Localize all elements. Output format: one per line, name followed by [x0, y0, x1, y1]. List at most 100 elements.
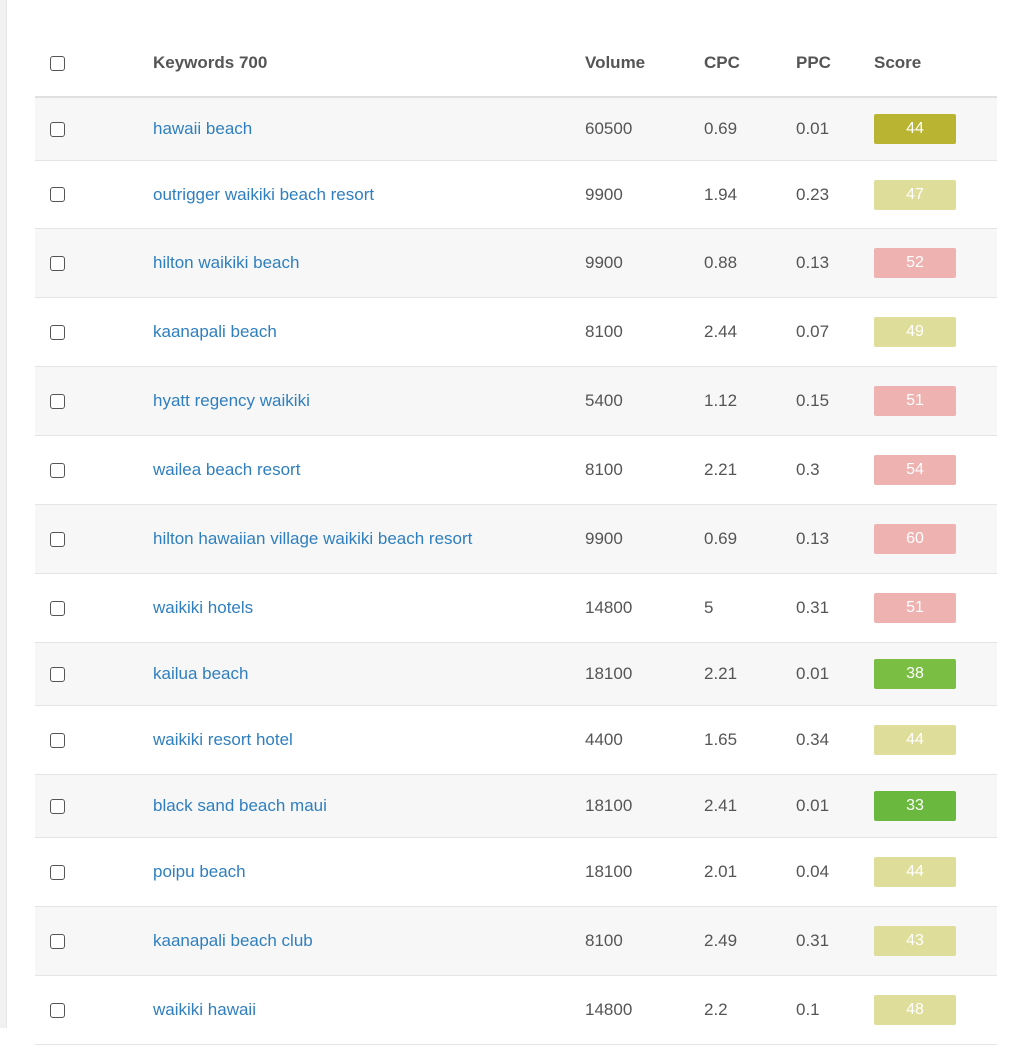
keyword-link[interactable]: poipu beach: [153, 862, 246, 881]
row-checkbox-cell: [50, 976, 65, 1044]
keyword-link[interactable]: hilton waikiki beach: [153, 253, 300, 272]
table-row[interactable]: waikiki hotels 14800 5 0.31 51: [35, 574, 997, 643]
keyword-link[interactable]: hyatt regency waikiki: [153, 391, 310, 410]
row-checkbox[interactable]: [50, 864, 65, 880]
score-badge: 44: [874, 857, 956, 887]
cpc-value: 0.69: [704, 529, 738, 548]
table-row[interactable]: waikiki hawaii 14800 2.2 0.1 48: [35, 976, 997, 1045]
table-row[interactable]: outrigger waikiki beach resort 9900 1.94 0.…: [35, 161, 997, 229]
score-badge: 51: [874, 386, 956, 416]
table-row[interactable]: kaanapali beach club 8100 2.49 0.31 43: [35, 907, 997, 976]
table-row[interactable]: hawaii beach 60500 0.69 0.01 44: [35, 98, 997, 161]
volume-value: 18100: [585, 796, 633, 815]
header-checkbox-cell: [50, 30, 65, 96]
page-left-edge: [0, 0, 7, 1028]
score-badge: 60: [874, 524, 956, 554]
row-checkbox[interactable]: [50, 324, 65, 340]
score-badge: 43: [874, 926, 956, 956]
row-checkbox[interactable]: [50, 531, 65, 547]
score-badge: 52: [874, 248, 956, 278]
ppc-value: 0.34: [796, 730, 830, 749]
cpc-value: 2.44: [704, 322, 738, 341]
cpc-value: 2.21: [704, 664, 738, 683]
volume-value: 9900: [585, 184, 623, 204]
keyword-link[interactable]: waikiki hotels: [153, 598, 254, 617]
volume-value: 9900: [585, 529, 623, 548]
keyword-link[interactable]: kaanapali beach club: [153, 931, 313, 950]
volume-value: 18100: [585, 664, 633, 683]
row-checkbox-cell: [50, 98, 65, 160]
score-badge: 51: [874, 593, 956, 623]
ppc-value: 0.13: [796, 529, 830, 548]
keyword-link[interactable]: hilton hawaiian village waikiki beach re…: [153, 529, 473, 548]
cpc-value: 2.01: [704, 862, 738, 881]
score-cell: 47: [874, 161, 956, 228]
score-cell: 51: [874, 367, 956, 435]
table-row[interactable]: wailea beach resort 8100 2.21 0.3 54: [35, 436, 997, 505]
row-checkbox-cell: [50, 706, 65, 774]
table-row[interactable]: kailua beach 18100 2.21 0.01 38: [35, 643, 997, 706]
ppc-value: 0.01: [796, 796, 830, 815]
row-checkbox[interactable]: [50, 798, 65, 814]
score-cell: 48: [874, 976, 956, 1044]
table-row[interactable]: hilton waikiki beach 9900 0.88 0.13 52: [35, 229, 997, 298]
score-cell: 54: [874, 436, 956, 504]
score-cell: 60: [874, 505, 956, 573]
keyword-link[interactable]: waikiki hawaii: [153, 1000, 256, 1019]
row-checkbox[interactable]: [50, 666, 65, 682]
row-checkbox[interactable]: [50, 933, 65, 949]
row-checkbox[interactable]: [50, 121, 65, 137]
score-cell: 38: [874, 643, 956, 705]
table-row[interactable]: hyatt regency waikiki 5400 1.12 0.15 51: [35, 367, 997, 436]
row-checkbox[interactable]: [50, 600, 65, 616]
keyword-link[interactable]: wailea beach resort: [153, 460, 301, 479]
row-checkbox[interactable]: [50, 393, 65, 409]
table-row[interactable]: poipu beach 18100 2.01 0.04 44: [35, 838, 997, 907]
header-ppc[interactable]: PPC: [796, 53, 831, 72]
table-row[interactable]: kaanapali beach 8100 2.44 0.07 49: [35, 298, 997, 367]
score-cell: 52: [874, 229, 956, 297]
row-checkbox[interactable]: [50, 1002, 65, 1018]
score-badge: 54: [874, 455, 956, 485]
table-row[interactable]: waikiki resort hotel 4400 1.65 0.34 44: [35, 706, 997, 775]
volume-value: 14800: [585, 598, 633, 617]
ppc-value: 0.04: [796, 862, 830, 881]
score-badge: 44: [874, 725, 956, 755]
cpc-value: 0.88: [704, 253, 738, 272]
table-row[interactable]: black sand beach maui 18100 2.41 0.01 33: [35, 775, 997, 838]
row-checkbox[interactable]: [50, 462, 65, 478]
score-cell: 44: [874, 706, 956, 774]
row-checkbox[interactable]: [50, 732, 65, 748]
row-checkbox-cell: [50, 161, 65, 228]
volume-value: 5400: [585, 391, 623, 410]
row-checkbox-cell: [50, 775, 65, 837]
select-all-checkbox[interactable]: [50, 55, 65, 71]
ppc-value: 0.31: [796, 598, 830, 617]
row-checkbox[interactable]: [50, 255, 65, 271]
keyword-link[interactable]: black sand beach maui: [153, 796, 327, 815]
header-cpc[interactable]: CPC: [704, 53, 740, 72]
cpc-value: 0.69: [704, 119, 738, 138]
ppc-value: 0.01: [796, 664, 830, 683]
score-badge: 44: [874, 114, 956, 144]
table-row[interactable]: hilton hawaiian village waikiki beach re…: [35, 505, 997, 574]
header-score[interactable]: Score: [874, 53, 922, 72]
keyword-link[interactable]: kaanapali beach: [153, 322, 277, 341]
score-cell: 49: [874, 298, 956, 366]
volume-value: 9900: [585, 253, 623, 272]
keyword-link[interactable]: kailua beach: [153, 664, 249, 683]
table-header: Keywords 700 Volume CPC PPC Score: [35, 30, 997, 98]
volume-value: 8100: [585, 322, 623, 341]
keyword-link[interactable]: waikiki resort hotel: [153, 730, 293, 749]
keyword-link[interactable]: outrigger waikiki beach resort: [153, 184, 375, 204]
ppc-value: 0.3: [796, 460, 820, 479]
header-keyword[interactable]: Keywords 700: [153, 53, 268, 72]
score-badge: 48: [874, 995, 956, 1025]
row-checkbox[interactable]: [50, 187, 65, 202]
keyword-link[interactable]: hawaii beach: [153, 119, 253, 138]
header-volume[interactable]: Volume: [585, 53, 646, 72]
cpc-value: 5: [704, 598, 714, 617]
volume-value: 8100: [585, 460, 623, 479]
row-checkbox-cell: [50, 298, 65, 366]
score-cell: 43: [874, 907, 956, 975]
